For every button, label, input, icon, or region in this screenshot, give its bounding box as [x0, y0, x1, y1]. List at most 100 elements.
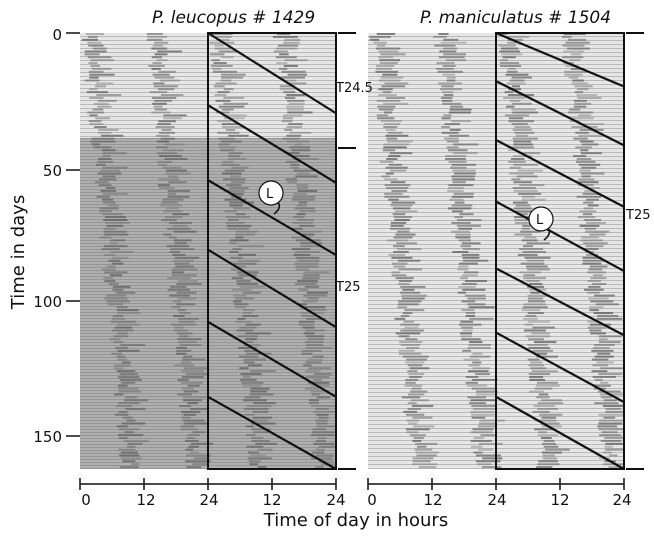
activity-bout	[391, 256, 413, 259]
activity-bout	[376, 33, 396, 35]
activity-bout	[187, 402, 199, 405]
activity-bout	[385, 166, 408, 169]
activity-bout	[102, 155, 111, 158]
activity-bout	[304, 387, 320, 390]
activity-bout	[391, 262, 408, 265]
activity-bout	[442, 102, 462, 105]
activity-bout	[534, 428, 554, 431]
activity-bout	[165, 172, 191, 175]
activity-bout	[299, 224, 315, 227]
activity-bout	[170, 248, 195, 251]
activity-bout	[249, 463, 259, 466]
activity-bout	[221, 108, 234, 111]
activity-bout	[413, 437, 425, 440]
activity-bout	[180, 381, 203, 384]
activity-bout	[524, 236, 537, 239]
activity-bout	[295, 265, 319, 268]
onset-line	[207, 248, 337, 329]
activity-bout	[86, 91, 108, 94]
activity-bout	[275, 56, 297, 59]
activity-bout	[97, 99, 117, 102]
activity-bout	[292, 195, 316, 198]
activity-bout	[224, 198, 247, 201]
activity-bout	[543, 439, 555, 442]
activity-bout	[601, 431, 618, 434]
activity-bout	[181, 370, 204, 373]
activity-bout	[514, 131, 535, 134]
onset-line	[495, 395, 625, 470]
activity-bout	[238, 259, 261, 262]
onset-line	[207, 104, 337, 184]
activity-bout	[527, 285, 544, 288]
activity-bout	[104, 271, 128, 274]
activity-bout	[168, 175, 178, 178]
activity-bout	[283, 64, 298, 67]
activity-bout	[218, 105, 245, 108]
activity-bout	[477, 425, 496, 428]
activity-bout	[286, 108, 304, 111]
activity-bout	[312, 410, 336, 413]
activity-bout	[276, 62, 288, 65]
activity-bout	[509, 99, 521, 102]
activity-bout	[99, 236, 112, 239]
activity-bout	[247, 451, 259, 454]
activity-bout	[514, 219, 532, 222]
activity-bout	[381, 85, 406, 88]
activity-bout	[103, 277, 114, 280]
activity-bout	[576, 195, 602, 198]
activity-bout	[455, 233, 471, 236]
activity-bout	[526, 259, 544, 262]
activity-bout	[369, 38, 380, 41]
activity-bout	[397, 303, 419, 306]
activity-bout	[286, 94, 305, 97]
activity-bout	[229, 192, 244, 195]
activity-bout	[290, 227, 303, 230]
activity-bout	[293, 216, 305, 219]
activity-bout	[100, 189, 116, 192]
left-light-pulse-label: L	[266, 187, 274, 202]
activity-bout	[528, 338, 544, 341]
activity-bout	[303, 271, 330, 274]
activity-bout	[305, 375, 330, 378]
activity-bout	[158, 163, 168, 166]
activity-bout	[576, 157, 592, 160]
activity-bout	[316, 422, 328, 425]
activity-bout	[527, 297, 544, 300]
activity-bout	[501, 47, 519, 50]
activity-bout	[438, 82, 463, 85]
activity-bout	[534, 387, 553, 390]
activity-bout	[193, 457, 209, 460]
y-axis-ticks	[66, 32, 80, 437]
activity-bout	[582, 213, 593, 216]
activity-bout	[225, 128, 236, 131]
activity-bout	[147, 35, 168, 38]
activity-bout	[463, 271, 479, 274]
activity-bout	[539, 413, 563, 416]
activity-bout	[292, 157, 319, 160]
activity-bout	[88, 62, 98, 65]
activity-bout	[103, 219, 128, 222]
activity-bout	[603, 399, 617, 402]
activity-bout	[581, 236, 599, 239]
left-activity-bands	[81, 33, 336, 469]
activity-bout	[88, 70, 104, 73]
activity-bout	[412, 457, 434, 460]
activity-bout	[182, 358, 206, 361]
activity-bout	[583, 201, 594, 204]
activity-bout	[236, 271, 259, 274]
activity-bout	[451, 175, 475, 178]
activity-bout	[522, 317, 538, 320]
activity-bout	[187, 384, 200, 387]
activity-bout	[227, 227, 250, 230]
activity-bout	[187, 434, 200, 437]
activity-bout	[433, 35, 447, 38]
activity-bout	[447, 187, 465, 190]
activity-bout	[395, 233, 416, 236]
activity-bout	[180, 361, 192, 364]
activity-bout	[251, 437, 264, 440]
activity-bout	[540, 437, 552, 440]
activity-bout	[309, 399, 320, 402]
activity-bout	[470, 355, 491, 358]
activity-bout	[87, 56, 112, 59]
onset-line	[207, 320, 337, 398]
